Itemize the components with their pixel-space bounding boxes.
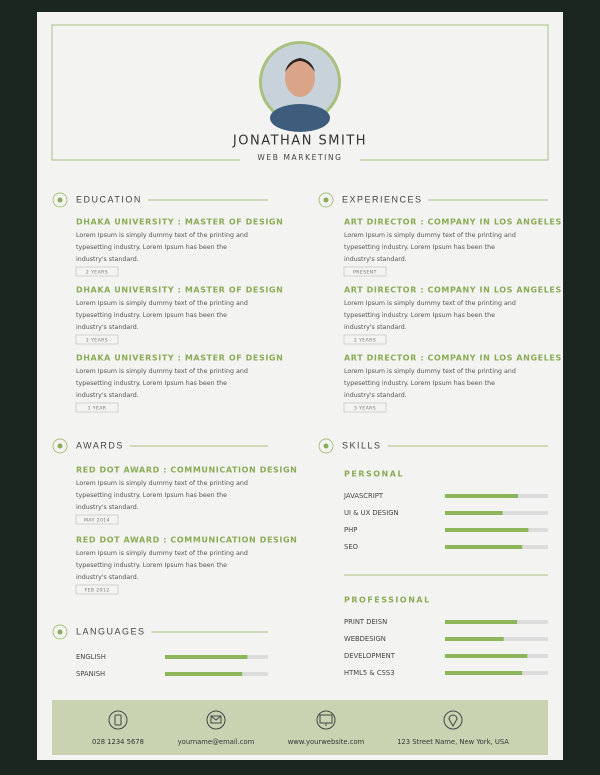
- section-icon-dot: [323, 197, 329, 203]
- section-heading: SKILLS: [342, 440, 382, 450]
- entry-text: typesetting industry. Lorem Ipsum has be…: [76, 562, 227, 569]
- tag: 2 YEARS: [86, 270, 108, 276]
- skill-name: ENGLISH: [76, 653, 106, 661]
- tag-box: [75, 584, 119, 595]
- entry-text: Lorem Ipsum is simply dummy text of the …: [344, 232, 516, 239]
- tag-box: [343, 266, 387, 277]
- entry-text: industry's standard.: [76, 392, 139, 399]
- entry-title: DHAKA UNIVERSITY : MASTER OF DESIGN: [76, 286, 283, 295]
- entry-text: typesetting industry. Lorem Ipsum has be…: [76, 380, 227, 387]
- section-icon-dot: [323, 443, 329, 449]
- bar-level: [445, 620, 518, 624]
- skill-name: PHP: [344, 526, 357, 534]
- entry-text: typesetting industry. Lorem Ipsum has be…: [344, 244, 495, 251]
- entry-text: Lorem Ipsum is simply dummy text of the …: [76, 232, 248, 239]
- paper: [37, 12, 563, 760]
- skill-name: PRINT DEISN: [344, 618, 387, 626]
- photo-hair: [285, 58, 315, 72]
- photo-shirt: [270, 104, 330, 132]
- entry-title: ART DIRECTOR : COMPANY IN LOS ANGELES: [344, 286, 562, 295]
- footer-band: [52, 700, 548, 755]
- bar-level: [445, 671, 523, 675]
- skill-name: UI & UX DESIGN: [344, 509, 399, 517]
- entry-text: industry's standard.: [76, 324, 139, 331]
- frame-gap: [240, 155, 360, 165]
- bar-level: [445, 511, 503, 515]
- footer-icons: [108, 710, 463, 730]
- entry-text: typesetting industry. Lorem Ipsum has be…: [76, 244, 227, 251]
- entry-text: Lorem Ipsum is simply dummy text of the …: [76, 550, 248, 557]
- entry-text: typesetting industry. Lorem Ipsum has be…: [76, 312, 227, 319]
- entry-title: DHAKA UNIVERSITY : MASTER OF DESIGN: [76, 354, 283, 363]
- entry-text: Lorem Ipsum is simply dummy text of the …: [76, 368, 248, 375]
- entry-text: typesetting industry. Lorem Ipsum has be…: [76, 492, 227, 499]
- tag: 2 YEARS: [354, 338, 376, 344]
- section-icon: [52, 192, 68, 208]
- bar-level: [445, 654, 528, 658]
- tag-box: [343, 334, 387, 345]
- bar-level: [445, 494, 519, 498]
- tag-box: [75, 266, 119, 277]
- entry-title: ART DIRECTOR : COMPANY IN LOS ANGELES: [344, 354, 562, 363]
- entry-text: typesetting industry. Lorem Ipsum has be…: [344, 380, 495, 387]
- skill-name: SEO: [344, 543, 358, 551]
- section-icon-dot: [57, 197, 63, 203]
- footer-website: www.yourwebsite.com: [288, 738, 365, 746]
- footer-phone: 028 1234 5678: [92, 738, 144, 746]
- tag-box: [75, 402, 119, 413]
- tag: PRESENT: [353, 270, 377, 276]
- name: JONATHAN SMITH: [232, 134, 367, 149]
- section-icon: [52, 624, 68, 640]
- section-icon-dot: [57, 443, 63, 449]
- section-icon: [318, 438, 334, 454]
- entry-text: industry's standard.: [76, 504, 139, 511]
- subheading: PERSONAL: [344, 470, 404, 479]
- tag: MAY 2014: [84, 518, 110, 524]
- tag-box: [343, 402, 387, 413]
- skill-name: SPANISH: [76, 670, 105, 678]
- skill-name: JAVASCRIPT: [343, 492, 384, 500]
- bar-level: [165, 672, 243, 676]
- entry-title: DHAKA UNIVERSITY : MASTER OF DESIGN: [76, 218, 283, 227]
- section-heading: AWARDS: [76, 440, 124, 450]
- entry-text: Lorem Ipsum is simply dummy text of the …: [76, 300, 248, 307]
- job-title: WEB MARKETING: [257, 153, 342, 162]
- tag-box: [75, 334, 119, 345]
- tag: 3 YEARS: [354, 406, 376, 412]
- bar-level: [165, 655, 248, 659]
- entry-text: industry's standard.: [344, 392, 407, 399]
- bar-level: [445, 528, 529, 532]
- tag-box: [75, 514, 119, 525]
- skill-name: DEVELOPMENT: [344, 652, 396, 660]
- tag: 2 YEARS: [86, 338, 108, 344]
- section-heading: EDUCATION: [76, 194, 142, 204]
- tag: FEB 2012: [84, 588, 109, 594]
- section-icon-dot: [57, 629, 63, 635]
- entry-title: ART DIRECTOR : COMPANY IN LOS ANGELES: [344, 218, 562, 227]
- bar-level: [445, 637, 504, 641]
- entry-text: industry's standard.: [344, 324, 407, 331]
- entry-text: typesetting industry. Lorem Ipsum has be…: [344, 312, 495, 319]
- entry-text: Lorem Ipsum is simply dummy text of the …: [344, 368, 516, 375]
- skill-name: HTML5 & CSS3: [344, 669, 395, 677]
- photo-face: [285, 59, 315, 97]
- section-icon: [318, 192, 334, 208]
- skill-name: WEBDESIGN: [344, 635, 386, 643]
- section-icon: [52, 438, 68, 454]
- section-heading: LANGUAGES: [76, 626, 146, 636]
- entry-title: RED DOT AWARD : COMMUNICATION DESIGN: [76, 536, 297, 545]
- entry-title: RED DOT AWARD : COMMUNICATION DESIGN: [76, 466, 297, 475]
- section-heading: EXPERIENCES: [342, 194, 423, 204]
- entry-text: Lorem Ipsum is simply dummy text of the …: [344, 300, 516, 307]
- entry-text: industry's standard.: [344, 256, 407, 263]
- entry-text: Lorem Ipsum is simply dummy text of the …: [76, 480, 248, 487]
- subheading: PROFESSIONAL: [344, 596, 431, 605]
- bar-level: [445, 545, 523, 549]
- tag: 1 YEAR: [88, 406, 107, 412]
- entry-text: industry's standard.: [76, 574, 139, 581]
- footer-email: yourname@email.com: [178, 738, 255, 746]
- footer-address: 123 Street Name, New York, USA: [397, 738, 509, 746]
- entry-text: industry's standard.: [76, 256, 139, 263]
